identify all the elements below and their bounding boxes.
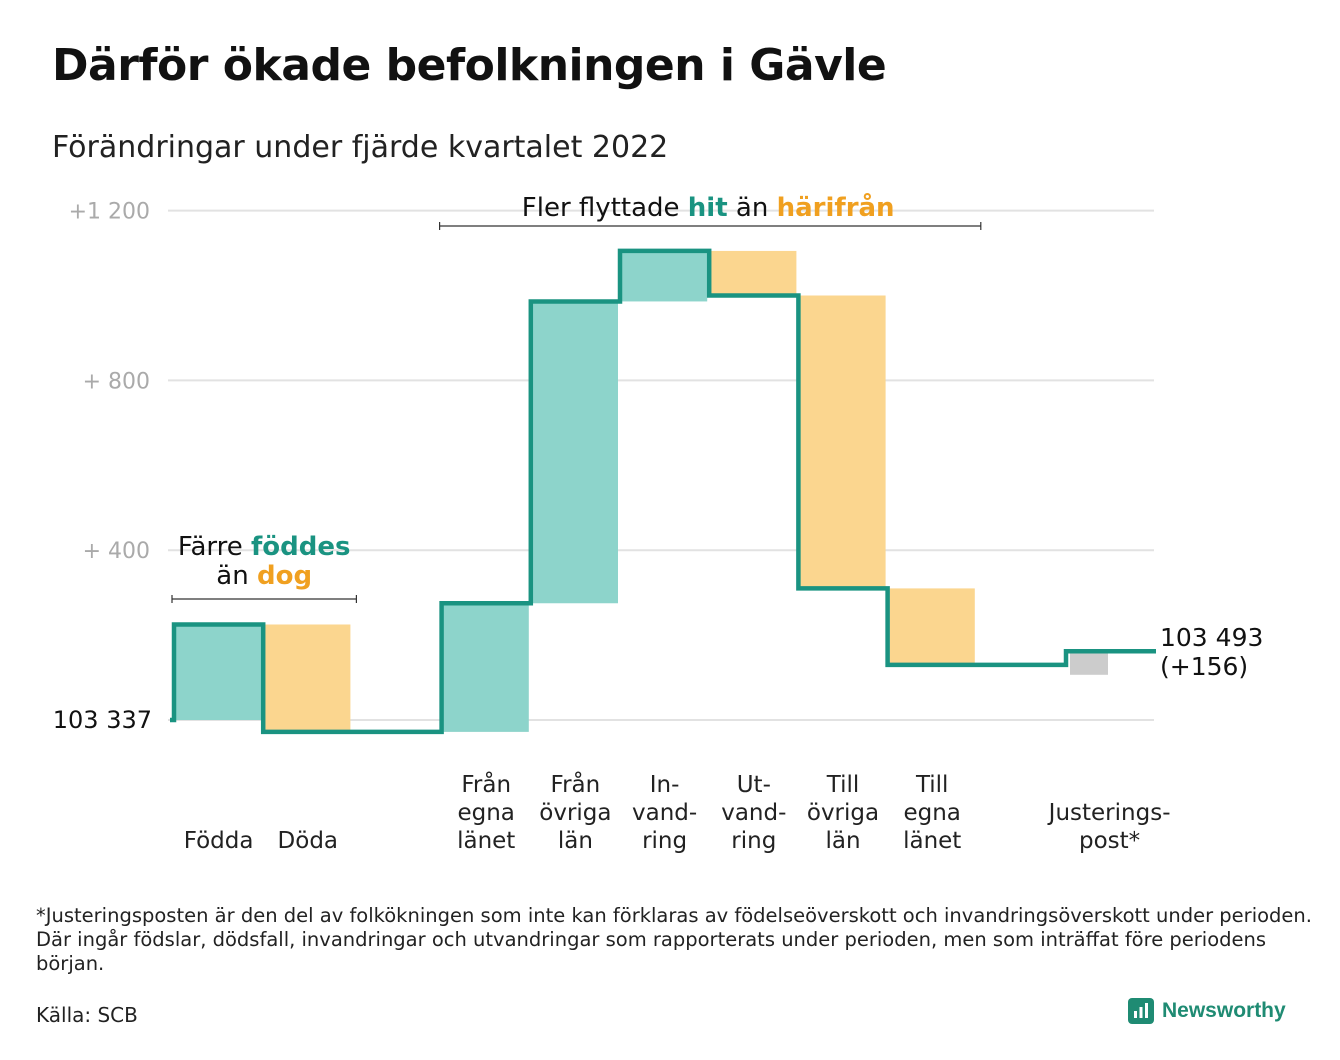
category-label: län: [825, 828, 860, 854]
y-tick-label: +1 200: [69, 200, 150, 225]
footnote: *Justeringsposten är den del av folkökni…: [36, 904, 1312, 975]
category-label: ring: [642, 828, 687, 854]
step-line: [170, 248, 1156, 735]
category-label: Ut-: [737, 772, 771, 798]
category-label: egna: [457, 800, 514, 826]
category-label: Födda: [184, 828, 254, 854]
y-tick-label: + 400: [83, 539, 150, 564]
bar-decrease: [889, 588, 975, 665]
category-label: egna: [903, 800, 960, 826]
y-tick-label: + 800: [83, 369, 150, 394]
newsworthy-chart-icon: [1128, 998, 1154, 1024]
annotation-text: Fler flyttade hit än härifrån: [522, 191, 895, 223]
annotation-text: än dog: [216, 561, 312, 591]
waterfall-step-line: [170, 248, 1156, 735]
bars: [176, 250, 1108, 732]
category-label: Till: [826, 772, 860, 798]
bar-increase: [443, 603, 529, 732]
annotation-text: Färre föddes: [178, 532, 351, 562]
bar-increase: [622, 250, 708, 302]
start-value-label: 103 337: [53, 706, 152, 734]
category-label: Från: [461, 770, 511, 798]
bar-adjustment: [1070, 651, 1108, 675]
logo-text: Newsworthy: [1162, 999, 1286, 1022]
chart-subtitle: Förändringar under fjärde kvartalet 2022: [52, 130, 669, 165]
category-label: övriga: [539, 800, 611, 826]
category-label: Från: [551, 770, 601, 798]
category-label: Justerings-: [1047, 800, 1171, 826]
category-label: vand-: [721, 800, 786, 826]
category-label: länet: [457, 828, 515, 854]
bar-increase: [176, 624, 262, 720]
newsworthy-logo: Newsworthy: [1128, 998, 1286, 1024]
category-label: Döda: [278, 828, 338, 854]
source: Källa: SCB: [36, 1003, 138, 1027]
waterfall-chart: + 400 + 800 +1 200 103 337 103 493(+156) Föd…: [53, 191, 1264, 854]
bar-decrease: [800, 295, 886, 589]
category-label: övriga: [807, 800, 879, 826]
chart-title: Därför ökade befolkningen i Gävle: [52, 40, 887, 91]
bar-increase: [532, 301, 618, 604]
category-label: In-: [650, 772, 680, 798]
bar-decrease: [265, 624, 351, 732]
end-change-label: (+156): [1160, 652, 1248, 681]
category-label: länet: [903, 828, 961, 854]
category-label: ring: [731, 828, 776, 854]
end-value-label: 103 493: [1160, 623, 1263, 652]
category-label: post*: [1079, 828, 1140, 854]
category-label: län: [558, 828, 593, 854]
category-label: vand-: [632, 800, 697, 826]
bar-decrease: [711, 250, 797, 296]
category-label: Till: [915, 772, 949, 798]
